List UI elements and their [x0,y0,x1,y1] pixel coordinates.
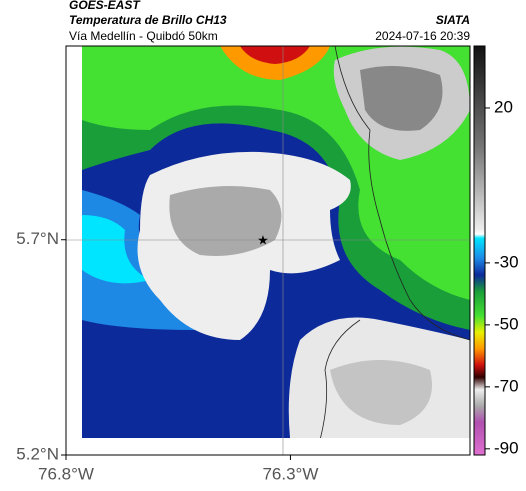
title: GOES-EAST [69,0,141,12]
colorbar-tick-label: 20 [494,97,513,116]
y-tick-label: 5.7°N [16,229,59,248]
x-tick-label: 76.3°W [262,464,318,483]
y-tick-label: 5.2°N [16,444,59,463]
subtitle: Temperatura de Brillo CH13 [69,13,227,27]
map-frame [65,45,471,456]
satellite-image [82,46,470,438]
station-marker: ★ [257,232,269,247]
timestamp: 2024-07-16 20:39 [375,29,470,43]
colorbar-tick-label: -70 [494,376,519,395]
source: SIATA [436,13,470,27]
colorbar-tick-label: -50 [494,314,519,333]
colorbar-tick-label: -30 [494,252,519,271]
route: Vía Medellín - Quibdó 50km [69,29,218,43]
colorbar [473,45,486,456]
colorbar-tick-label: -90 [494,438,519,457]
x-tick-label: 76.8°W [38,464,94,483]
